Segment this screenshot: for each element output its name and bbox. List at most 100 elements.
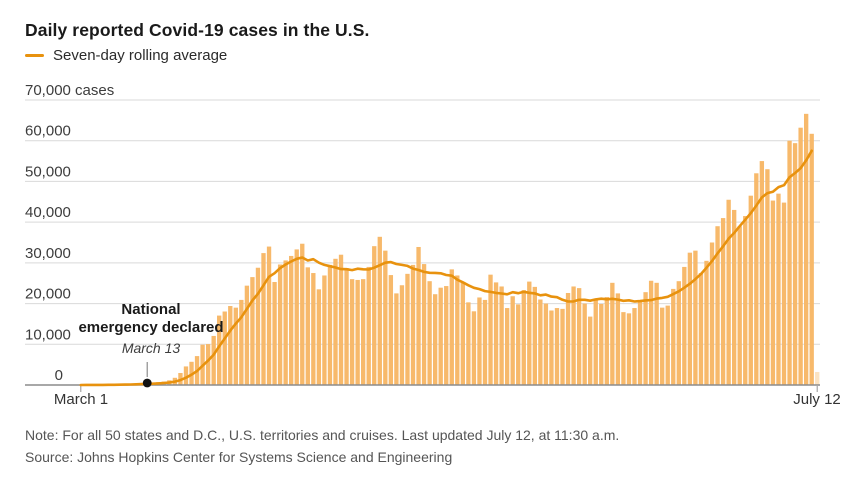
y-axis-label: 0 [55,367,63,384]
annotation-date: March 13 [121,340,181,356]
bar [460,281,466,385]
bar [471,311,477,385]
bar [272,281,277,385]
bar [488,274,493,385]
bar [599,303,604,385]
rolling-average-line [79,149,814,387]
bar [754,173,759,385]
chart-title: Daily reported Covid-19 cases in the U.S… [25,20,370,40]
bar [222,311,227,385]
legend: Seven-day rolling average [25,47,227,64]
bar [300,243,305,385]
bar [665,305,670,385]
bar [388,275,394,385]
bar [394,293,399,385]
bar [217,315,222,385]
bar [355,279,360,385]
bar [660,307,665,385]
bar [682,266,687,385]
y-axis-label: 30,000 [25,245,71,262]
bar [604,297,609,385]
bar [693,250,698,385]
bar [432,294,438,385]
bar [466,302,471,385]
bar [316,289,322,385]
source-text: Source: Johns Hopkins Center for Systems… [25,449,453,465]
bar [349,279,355,385]
bar [798,127,803,385]
bar [244,285,250,385]
bar [233,307,238,385]
bar [455,275,460,385]
y-axis-label: 20,000 [25,286,71,303]
bar [549,310,554,385]
bar [255,267,261,385]
bar [538,299,543,385]
bar [504,308,510,385]
x-axis-label-end: July 12 [793,391,841,408]
bar [383,250,388,385]
bar-partial-day [815,371,820,385]
annotation-national-emergency: National emergency declared [66,301,236,337]
bar [289,255,294,385]
bar [671,288,676,385]
bar [554,308,560,385]
bar [615,293,621,385]
bar [726,199,731,385]
bar [361,279,366,385]
y-axis-label: 10,000 [25,326,71,343]
bar [648,280,654,385]
bar [327,264,333,385]
bar [776,193,781,385]
bar [621,312,626,385]
bar [698,273,704,385]
bar [637,300,643,385]
bar [765,169,770,385]
bar [732,209,737,385]
bar [626,313,632,385]
bar [676,281,681,385]
bar [643,292,648,385]
bar [565,292,571,385]
bar [228,306,233,385]
rolling-average-legend-swatch [25,53,44,58]
bar [803,113,809,385]
bar [305,267,310,385]
bar [344,268,349,385]
bar [527,281,532,385]
annotation-line2: emergency declared [78,319,224,336]
bar [687,252,693,385]
bar [792,143,798,385]
bar [444,286,449,385]
y-axis-label: 40,000 [25,204,71,221]
bar [438,287,443,385]
bar [582,303,587,385]
bar [183,366,189,385]
bar [377,236,382,385]
bar [709,242,715,385]
bar [322,275,327,385]
bar [521,290,526,385]
bar [571,286,576,385]
bar [787,140,792,385]
y-axis-label: 70,000 cases [25,82,114,99]
bar [632,308,637,385]
bar [493,282,499,385]
bar [294,249,299,385]
bar [759,161,765,385]
bar [543,303,549,385]
bar [338,254,344,385]
bar [510,296,515,385]
bar [421,264,427,385]
bar [416,246,421,385]
note-text: Note: For all 50 states and D.C., U.S. t… [25,427,620,443]
y-axis-label: 50,000 [25,163,71,180]
bar [588,316,593,385]
bar [532,286,537,385]
bar [399,285,405,385]
bar [366,266,371,385]
bar [499,286,504,385]
bar [654,282,659,385]
